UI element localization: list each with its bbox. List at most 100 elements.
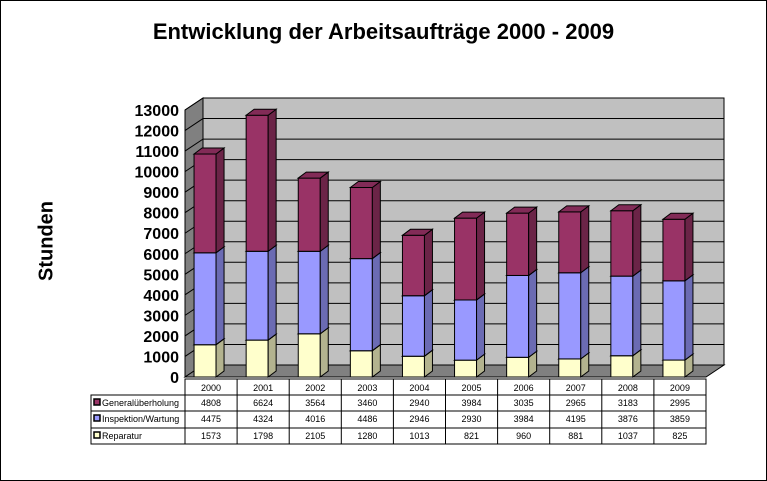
bar-top bbox=[244, 108, 278, 116]
data-label: 3876 bbox=[618, 414, 638, 424]
y-tick-label: 4000 bbox=[143, 288, 179, 305]
bar-top bbox=[296, 171, 330, 179]
bar-2007-Reparatur bbox=[558, 358, 582, 378]
bar-2002-Generalüberholung bbox=[297, 177, 321, 252]
chart-title: Entwicklung der Arbeitsaufträge 2000 - 2… bbox=[152, 19, 615, 44]
data-label: 3859 bbox=[670, 414, 690, 424]
data-label: 4475 bbox=[201, 414, 221, 424]
bar-side bbox=[476, 292, 486, 362]
bar-side bbox=[371, 251, 381, 352]
x-tick-label: 2007 bbox=[566, 383, 586, 393]
data-label: 4486 bbox=[357, 414, 377, 424]
data-label: 4808 bbox=[201, 398, 221, 408]
bar-side bbox=[528, 206, 538, 277]
bar-2005-Reparatur bbox=[454, 359, 478, 378]
y-tick-label: 9000 bbox=[143, 185, 179, 202]
legend-label: Reparatur bbox=[102, 431, 142, 441]
bar-2007-Generalüberholung bbox=[558, 211, 582, 274]
bar-2006-Inspektion/Wartung bbox=[506, 274, 530, 358]
bar-side bbox=[528, 268, 538, 359]
x-tick-label: 2008 bbox=[618, 383, 638, 393]
gridline bbox=[184, 97, 724, 111]
gridline bbox=[184, 138, 724, 152]
legend-label: Generalüberholung bbox=[102, 398, 179, 408]
x-tick-label: 2001 bbox=[253, 383, 273, 393]
bar-top bbox=[400, 228, 434, 236]
gridline bbox=[184, 118, 724, 131]
data-label: 3984 bbox=[462, 398, 482, 408]
x-tick-label: 2005 bbox=[462, 383, 482, 393]
data-label: 2965 bbox=[566, 398, 586, 408]
bar-side bbox=[215, 337, 225, 378]
bar-side bbox=[423, 228, 433, 297]
bar-top bbox=[557, 205, 591, 213]
bar-top bbox=[192, 147, 226, 155]
data-label: 821 bbox=[464, 431, 479, 441]
bar-2003-Inspektion/Wartung bbox=[349, 258, 373, 352]
x-tick-label: 2000 bbox=[201, 383, 221, 393]
x-tick-label: 2006 bbox=[514, 383, 534, 393]
bar-side bbox=[580, 204, 590, 274]
data-label: 4195 bbox=[566, 414, 586, 424]
bar-2008-Generalüberholung bbox=[610, 210, 634, 277]
bar-2007-Inspektion/Wartung bbox=[558, 272, 582, 360]
bar-side bbox=[215, 245, 225, 346]
y-tick-label: 0 bbox=[170, 370, 179, 387]
bar-top bbox=[348, 181, 382, 189]
data-label: 3035 bbox=[514, 398, 534, 408]
legend-swatch bbox=[93, 398, 101, 406]
bar-top bbox=[609, 204, 643, 212]
bar-2001-Reparatur bbox=[245, 339, 269, 378]
bar-2006-Generalüberholung bbox=[506, 212, 530, 276]
bar-2001-Inspektion/Wartung bbox=[245, 250, 269, 341]
data-label: 1037 bbox=[618, 431, 638, 441]
bar-top bbox=[661, 212, 695, 220]
legend-swatch bbox=[93, 414, 101, 422]
bar-2004-Generalüberholung bbox=[401, 234, 425, 297]
data-label: 3460 bbox=[357, 398, 377, 408]
bar-side bbox=[684, 212, 694, 282]
y-tick-label: 12000 bbox=[135, 124, 180, 141]
bar-2005-Inspektion/Wartung bbox=[454, 299, 478, 361]
bar-side bbox=[267, 333, 277, 378]
data-label: 2995 bbox=[670, 398, 690, 408]
x-tick-label: 2004 bbox=[409, 383, 429, 393]
data-label: 1280 bbox=[357, 431, 377, 441]
data-label: 2105 bbox=[305, 431, 325, 441]
data-label: 825 bbox=[672, 431, 687, 441]
bar-2008-Reparatur bbox=[610, 355, 634, 378]
bar-side bbox=[267, 244, 277, 342]
bar-2005-Generalüberholung bbox=[454, 217, 478, 301]
y-tick-label: 3000 bbox=[143, 308, 179, 325]
bar-2000-Inspektion/Wartung bbox=[193, 252, 217, 346]
y-tick-label: 11000 bbox=[135, 144, 179, 161]
data-label: 1798 bbox=[253, 431, 273, 441]
bar-side bbox=[684, 273, 694, 362]
data-label: 2930 bbox=[462, 414, 482, 424]
y-tick-label: 13000 bbox=[135, 103, 180, 120]
data-label: 3564 bbox=[305, 398, 325, 408]
bar-2006-Reparatur bbox=[506, 356, 530, 378]
data-label: 1013 bbox=[409, 431, 429, 441]
bar-2004-Inspektion/Wartung bbox=[401, 295, 425, 357]
bar-side bbox=[319, 244, 329, 335]
y-tick-label: 5000 bbox=[143, 267, 179, 284]
data-label: 3183 bbox=[618, 398, 638, 408]
legend-swatch bbox=[93, 431, 101, 439]
legend-label: Inspektion/Wartung bbox=[102, 414, 179, 424]
data-label: 881 bbox=[568, 431, 583, 441]
bar-2009-Generalüberholung bbox=[662, 218, 686, 282]
data-label: 2946 bbox=[409, 414, 429, 424]
bar-side bbox=[632, 203, 642, 278]
x-tick-label: 2002 bbox=[305, 383, 325, 393]
bar-2000-Generalüberholung bbox=[193, 153, 217, 254]
y-tick-label: 10000 bbox=[135, 165, 180, 182]
y-tick-label: 2000 bbox=[143, 329, 179, 346]
bar-side bbox=[215, 147, 225, 254]
data-label: 6624 bbox=[253, 398, 273, 408]
bar-2000-Reparatur bbox=[193, 344, 217, 378]
x-tick-label: 2003 bbox=[357, 383, 377, 393]
data-label: 960 bbox=[516, 431, 531, 441]
bar-2009-Inspektion/Wartung bbox=[662, 280, 686, 361]
